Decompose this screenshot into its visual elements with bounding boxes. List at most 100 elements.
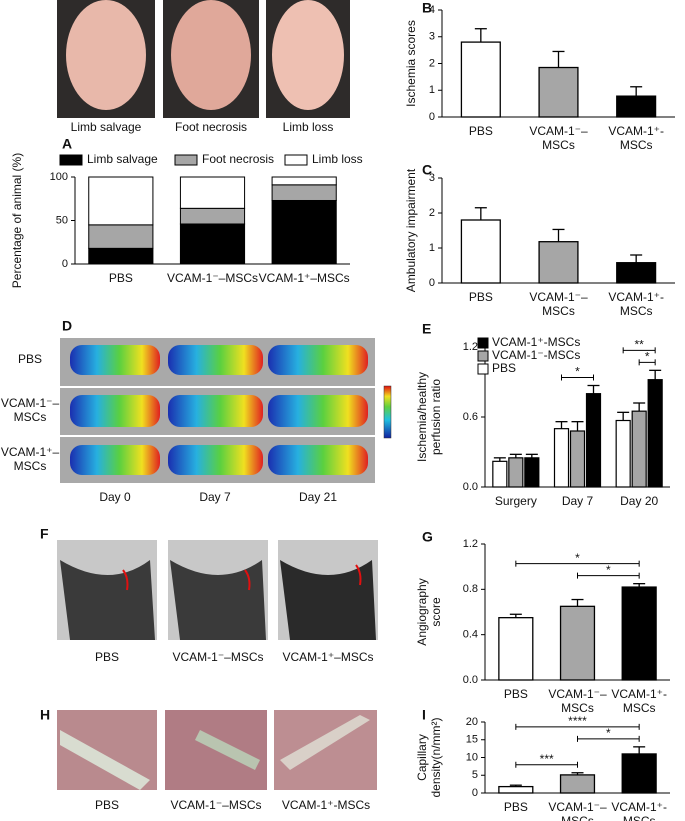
image-label: Limb loss (283, 120, 334, 134)
image-label: Day 0 (99, 490, 131, 504)
legend-label: Foot necrosis (202, 152, 274, 166)
error-bar (552, 50, 565, 68)
error-bar (633, 746, 646, 754)
perfusion-images (60, 338, 392, 483)
error-bar (633, 583, 646, 588)
significance-label: * (606, 726, 611, 740)
bar (559, 774, 596, 794)
bar (492, 460, 508, 488)
legend-label: VCAM-1⁻-MSCs (492, 348, 580, 362)
photo (272, 0, 344, 110)
error-bar (649, 369, 662, 380)
row-label: VCAM-1⁻– MSCs (1, 396, 60, 424)
error-bar (617, 411, 630, 421)
y-tick-label: 3 (429, 172, 435, 184)
x-tick-label: PBS (504, 687, 528, 701)
error-bar (630, 86, 643, 97)
photo-group (57, 0, 350, 118)
legend-swatch (477, 350, 489, 362)
y-tick-label: 3 (429, 31, 435, 43)
significance-label: ** (634, 338, 644, 352)
bar-segment (88, 224, 154, 249)
bar-segment (88, 176, 154, 226)
y-axis-label: Ischemia/healthyperfusion ratio (415, 372, 443, 462)
y-tick-label: 1.2 (463, 341, 478, 353)
bar-segment (179, 176, 246, 209)
row-label: PBS (18, 352, 42, 366)
perfusion-image (168, 445, 263, 475)
image-label: Foot necrosis (175, 120, 247, 134)
error-bar (552, 228, 565, 242)
y-tick-label: 1 (429, 84, 435, 96)
perfusion-image (70, 445, 160, 475)
histology-images (57, 710, 377, 790)
angiogram-shape (170, 560, 266, 640)
angiogram-shape (280, 560, 376, 640)
x-tick-label: VCAM-1⁻–MSCs (529, 290, 588, 318)
y-axis-label: Angiographyscore (415, 578, 443, 645)
error-bar (571, 421, 584, 431)
y-tick-label: 1 (429, 242, 435, 254)
bar (631, 410, 647, 488)
x-tick-label: PBS (469, 290, 493, 304)
panel-letter: G (422, 529, 433, 545)
bar (616, 95, 657, 118)
bar (538, 241, 579, 284)
panel-letter: I (422, 707, 426, 723)
y-tick-label: 0.0 (463, 674, 478, 686)
histology-detail (195, 730, 260, 770)
perfusion-image (268, 395, 368, 427)
error-bar (474, 28, 487, 43)
y-axis-label: Percentage of animal (%) (10, 153, 24, 288)
y-axis-label: Capillarydensity(n/mm²) (415, 717, 443, 797)
bar (621, 753, 657, 794)
significance-label: * (575, 551, 580, 565)
y-tick-label: 0.0 (463, 481, 478, 493)
bar (615, 419, 631, 488)
bar (498, 785, 534, 794)
image-label: VCAM-1⁻–MSCs (172, 650, 263, 664)
error-bar (474, 207, 487, 220)
bar (524, 457, 540, 488)
perfusion-image (268, 345, 368, 375)
x-tick-label: PBS (504, 800, 528, 814)
y-tick-label: 0 (429, 111, 435, 123)
image-label: Day 7 (199, 490, 231, 504)
x-tick-label: VCAM-1⁻–MSCs (548, 800, 607, 821)
error-bar (587, 384, 600, 394)
perfusion-image (168, 395, 263, 427)
error-bar (525, 453, 538, 458)
panel-letter: D (62, 318, 72, 334)
y-tick-label: 0.6 (463, 411, 478, 423)
error-bar (633, 402, 646, 412)
photo (171, 0, 251, 110)
legend-swatch (477, 337, 489, 349)
bar (647, 379, 663, 488)
bar (621, 586, 657, 681)
bar (616, 262, 657, 284)
marker (355, 564, 362, 586)
angiogram-shape (60, 560, 155, 640)
image-label: Limb salvage (71, 120, 142, 134)
x-tick-label: VCAM-1⁻–MSCs (529, 124, 588, 152)
y-tick-label: 100 (50, 171, 68, 183)
bar-segment (179, 223, 246, 265)
bar (460, 219, 501, 284)
legend-swatch (59, 154, 83, 166)
bar (460, 41, 501, 118)
legend-label: Limb loss (312, 152, 363, 166)
marker (122, 569, 129, 591)
bar-segment (271, 184, 337, 201)
perfusion-image (70, 395, 160, 427)
significance-label: * (575, 365, 580, 379)
panel-letter: F (40, 526, 49, 542)
perfusion-image (70, 345, 160, 375)
bar-segment (88, 247, 154, 265)
legend-label: VCAM-1⁺-MSCs (492, 335, 580, 349)
bar (498, 617, 534, 681)
error-bar (571, 772, 584, 775)
x-tick-label: PBS (109, 271, 133, 285)
y-tick-label: 1.2 (463, 538, 478, 550)
bar (553, 428, 570, 488)
